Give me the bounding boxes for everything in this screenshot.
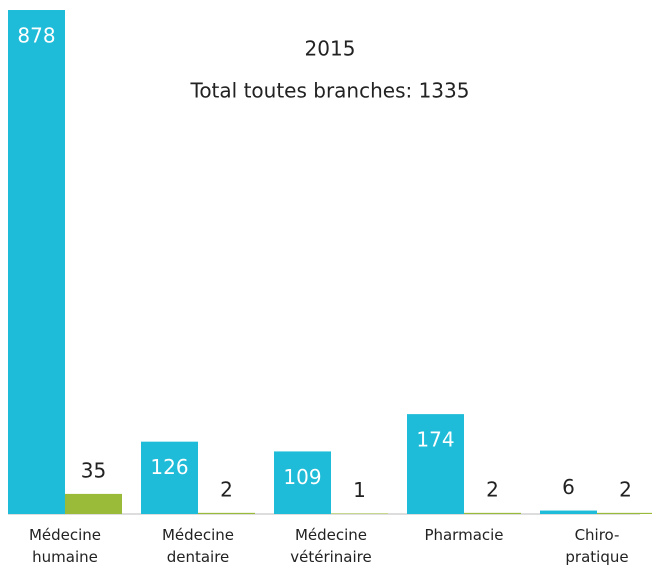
bar xyxy=(407,414,464,514)
data-label: 6 xyxy=(562,475,575,499)
bar xyxy=(141,441,198,514)
bar xyxy=(65,493,122,514)
data-label: 2 xyxy=(220,477,233,501)
x-tick-label: Médecine dentaire xyxy=(161,526,235,566)
data-label: 1 xyxy=(353,478,366,502)
bar xyxy=(597,512,652,514)
bar xyxy=(464,512,521,514)
data-label: 126 xyxy=(150,455,188,479)
data-label: 2 xyxy=(619,477,632,501)
chart-title: 2015 xyxy=(305,37,356,61)
chart-subtitle: Total toutes branches: 1335 xyxy=(190,79,470,103)
x-tick-label: Pharmacie xyxy=(424,526,504,544)
data-label: 35 xyxy=(81,458,106,482)
bar xyxy=(198,512,255,514)
x-tick-label: Chiro-pratique xyxy=(565,526,629,566)
data-label: 174 xyxy=(416,428,454,452)
x-tick-label: Médecine vétérinaire xyxy=(290,526,372,566)
data-label: 2 xyxy=(486,477,499,501)
bar xyxy=(331,513,388,514)
x-tick-label: Médecine humaine xyxy=(28,526,102,566)
bar xyxy=(8,10,65,514)
bar xyxy=(540,510,597,514)
data-label: 109 xyxy=(283,465,321,489)
bar xyxy=(274,451,331,514)
data-label: 878 xyxy=(17,24,55,48)
